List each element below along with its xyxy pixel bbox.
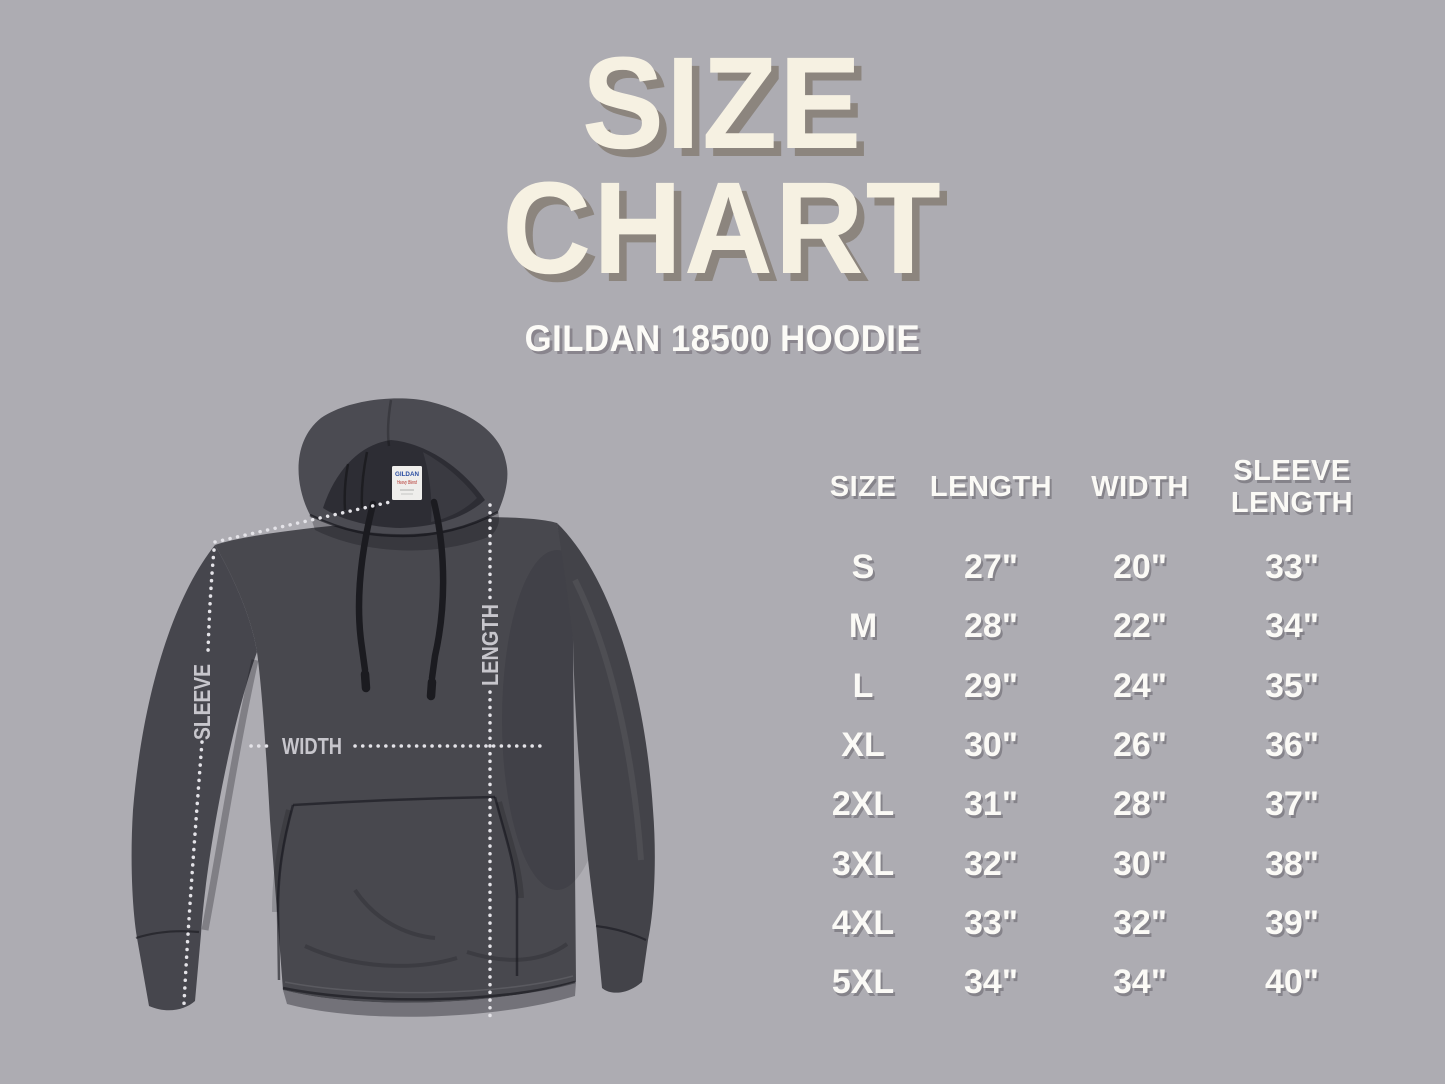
cell-length: 31": [964, 785, 1018, 824]
cell-length: 32": [964, 844, 1018, 883]
product-subtitle: GILDAN 18500 HOODIE: [0, 318, 1445, 360]
hoodie-garment: GILDAN Heavy Blend: [131, 398, 655, 1017]
left-sleeve: [131, 545, 257, 1011]
table-row-xl: XL 30" 26" 36": [800, 716, 1360, 775]
neckline-seam: [309, 510, 499, 538]
pocket-right-shadow: [496, 801, 524, 899]
pocket-right-edge: [493, 796, 519, 976]
cell-width: 20": [1113, 548, 1167, 587]
page-title-line-2: CHART: [502, 154, 943, 302]
right-sleeve: [557, 523, 655, 993]
pocket-left-shadow: [272, 809, 292, 913]
cell-length: 27": [964, 548, 1018, 587]
size-table: SIZE LENGTH WIDTH SLEEVE LENGTH S 27" 20…: [800, 450, 1360, 1012]
size-table-body: S 27" 20" 33" M 28" 22" 34" L 29" 24" 35…: [800, 538, 1360, 1012]
table-row-5xl: 5XL 34" 34" 40": [800, 953, 1360, 1012]
hood-interior-crease: [343, 451, 369, 511]
hoodie-illustration: GILDAN Heavy Blend: [131, 398, 655, 1022]
length-measure-label: LENGTH: [477, 604, 503, 686]
table-row-3xl: 3XL 32" 30" 38": [800, 834, 1360, 893]
cell-sleeve-length: 37": [1265, 785, 1319, 824]
tag-background: [392, 466, 422, 500]
shoulder-measure-line: [213, 500, 392, 544]
hem-seam-light: [284, 975, 574, 994]
cell-width: 24": [1113, 666, 1167, 705]
table-row-l: L 29" 24" 35": [800, 657, 1360, 716]
hem-bottom-edge: [283, 982, 576, 1017]
cell-size: 4XL: [831, 903, 895, 942]
drawstrings: [355, 498, 447, 701]
sleeve-measure-line-upper: [206, 548, 216, 655]
cell-sleeve-length: 40": [1265, 963, 1319, 1002]
cell-size: 3XL: [831, 844, 895, 883]
cell-width: 28": [1113, 785, 1167, 824]
cell-width: 32": [1113, 903, 1167, 942]
hoodie-body: [215, 517, 576, 1003]
measurement-lines: [182, 500, 544, 1022]
right-drawstring: [428, 498, 447, 682]
hoodie-product-image: GILDAN Heavy Blend: [105, 390, 675, 1035]
hem-seam: [282, 980, 576, 1001]
left-drawstring: [355, 500, 377, 674]
cell-size: M: [848, 607, 878, 646]
chest-shadow: [310, 512, 500, 551]
cell-length: 34": [964, 963, 1018, 1002]
left-aglet: [360, 669, 371, 693]
left-cuff-seam: [135, 930, 200, 940]
sleeve-measure-line-lower: [182, 740, 204, 1006]
pocket-top-seam: [292, 795, 496, 807]
column-header-width: WIDTH: [1091, 471, 1189, 504]
hood-center-crease: [386, 399, 393, 447]
kangaroo-pocket: [276, 795, 519, 981]
tag-brand-text: GILDAN: [395, 471, 419, 478]
table-row-4xl: 4XL 33" 32" 39": [800, 894, 1360, 953]
column-header-sleeve-length: SLEEVE LENGTH: [1230, 455, 1354, 519]
fabric-folds: [304, 888, 569, 968]
cell-length: 29": [964, 666, 1018, 705]
size-table-header-row: SIZE LENGTH WIDTH SLEEVE LENGTH: [800, 450, 1360, 526]
right-cuff-seam: [595, 924, 647, 941]
cell-sleeve-length: 34": [1265, 607, 1319, 646]
cell-size: 5XL: [831, 963, 895, 1002]
cell-size: XL: [841, 726, 885, 765]
right-aglet: [426, 677, 437, 701]
sleeve-measure-label: SLEEVE: [189, 664, 215, 740]
cell-length: 28": [964, 607, 1018, 646]
cell-width: 34": [1113, 963, 1167, 1002]
width-measure-label: WIDTH: [282, 733, 342, 759]
column-header-size: SIZE: [829, 471, 897, 504]
cell-sleeve-length: 36": [1265, 726, 1319, 765]
table-row-m: M 28" 22" 34": [800, 597, 1360, 656]
cell-length: 30": [964, 726, 1018, 765]
pocket-left-edge: [276, 804, 295, 981]
page-title-line-1: SIZE: [581, 29, 864, 176]
neck-tag: GILDAN Heavy Blend: [392, 466, 422, 500]
cell-width: 30": [1113, 844, 1167, 883]
left-sleeve-inner-shadow: [201, 659, 259, 931]
table-row-s: S 27" 20" 33": [800, 538, 1360, 597]
cell-width: 22": [1113, 607, 1167, 646]
product-subtitle-text: GILDAN 18500 HOODIE: [524, 318, 921, 359]
right-sleeve-highlight: [572, 578, 644, 861]
cell-size: 2XL: [831, 785, 895, 824]
tag-line2-text: Heavy Blend: [397, 480, 417, 486]
measurement-labels: SLEEVE LENGTH WIDTH: [189, 604, 503, 759]
cell-size: S: [851, 548, 875, 587]
table-row-2xl: 2XL 31" 28" 37": [800, 775, 1360, 834]
page-title: SIZE CHART: [43, 29, 1401, 302]
column-header-length: LENGTH: [929, 471, 1053, 504]
cell-size: L: [852, 666, 874, 705]
cell-width: 26": [1113, 726, 1167, 765]
cell-sleeve-length: 39": [1265, 903, 1319, 942]
cell-length: 33": [964, 903, 1018, 942]
cell-sleeve-length: 38": [1265, 844, 1319, 883]
cell-sleeve-length: 33": [1265, 548, 1319, 587]
cell-sleeve-length: 35": [1265, 666, 1319, 705]
